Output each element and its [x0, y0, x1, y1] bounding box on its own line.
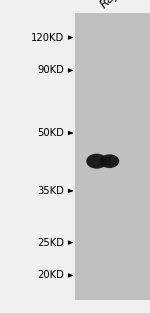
Bar — [103, 157, 111, 165]
Text: 50KD: 50KD — [38, 128, 64, 138]
Ellipse shape — [86, 154, 107, 169]
Text: 120KD: 120KD — [31, 33, 64, 43]
Text: 25KD: 25KD — [38, 238, 64, 248]
Text: 90KD: 90KD — [38, 65, 64, 75]
Text: 35KD: 35KD — [38, 186, 64, 196]
Bar — [75, 13, 150, 300]
Text: 20KD: 20KD — [38, 270, 64, 280]
Ellipse shape — [100, 154, 119, 168]
Text: Raji: Raji — [98, 0, 123, 11]
